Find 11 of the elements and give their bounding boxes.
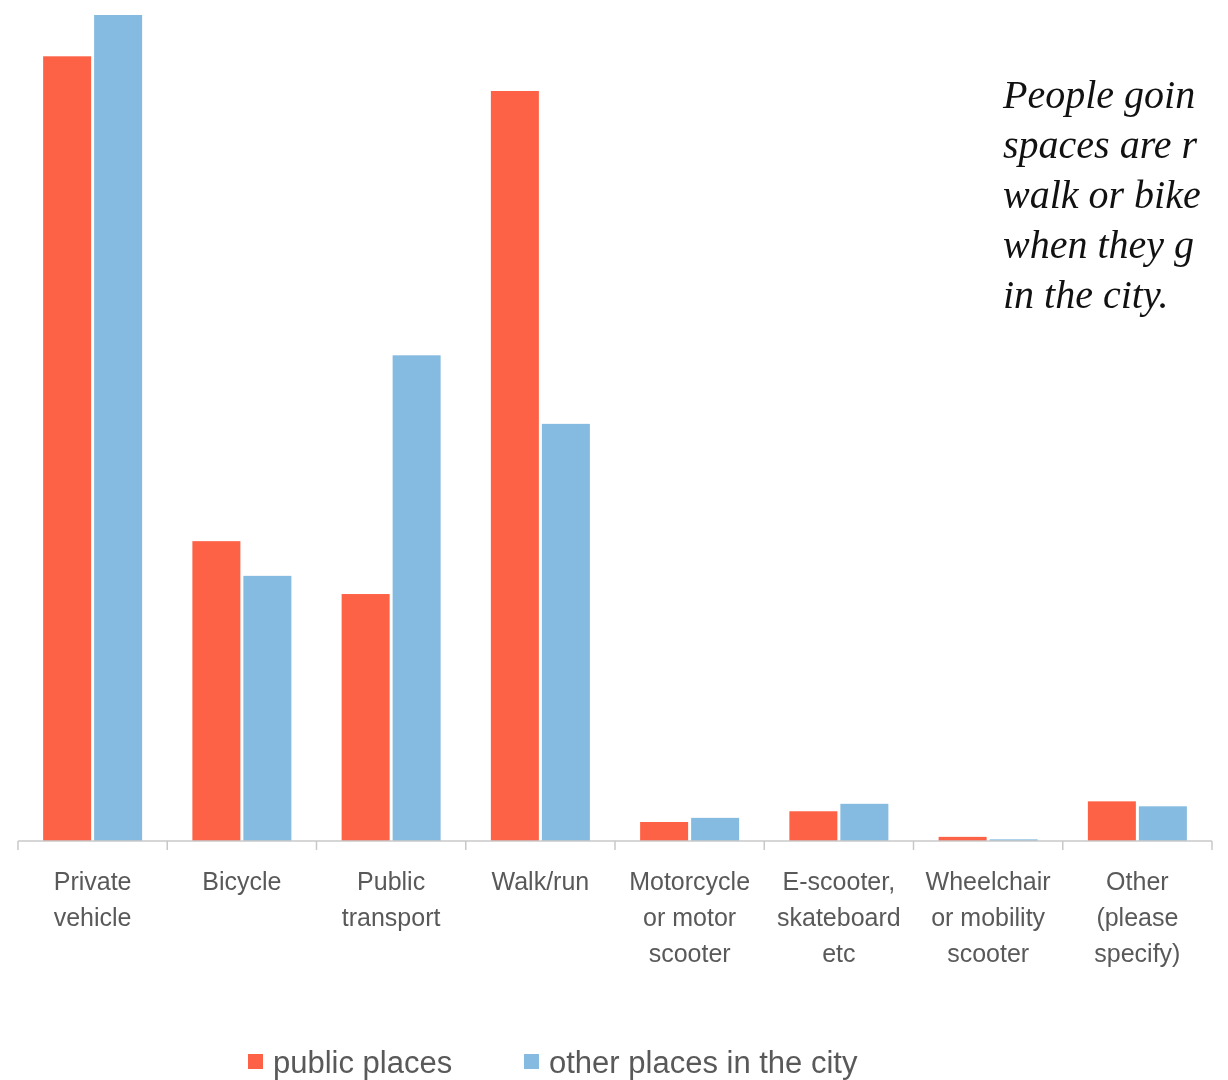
annotation: People goin spaces are r walk or bike when they g in the city. — [1002, 72, 1201, 317]
x-tick-label: Other (please specify) — [1094, 867, 1181, 967]
x-tick-label: Walk/run — [491, 867, 590, 895]
x-tick-label: E-scooter, skateboard etc — [777, 867, 901, 967]
x-tick-label: Private vehicle — [53, 867, 132, 931]
x-tick-label: Motorcycle or motor scooter — [629, 867, 751, 967]
x-tick-label: Bicycle — [202, 867, 282, 895]
x-tick-label: Public transport — [341, 867, 441, 931]
legend-label: public places — [273, 1045, 453, 1080]
x-tick-label: Wheelchair or mobility scooter — [925, 867, 1051, 967]
legend-label: other places in the city — [549, 1045, 858, 1080]
